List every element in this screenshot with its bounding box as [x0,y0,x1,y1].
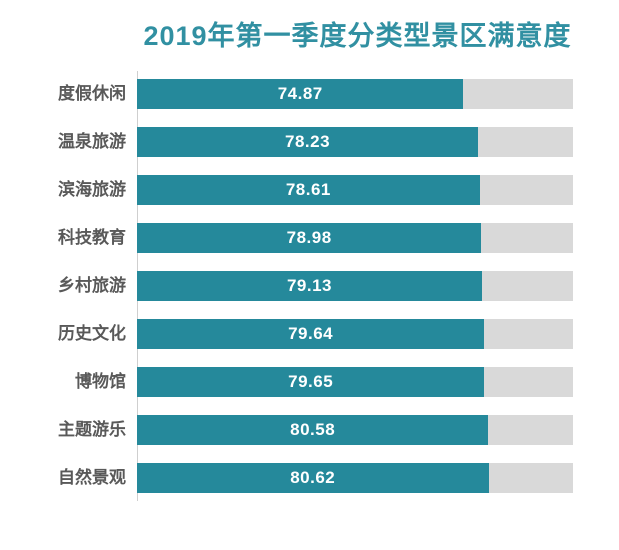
bar-track: 79.13 [137,271,573,301]
bar-rows-container: 度假休闲 74.87 温泉旅游 78.23 滨海旅游 78.61 科技教育 78.98 乡村旅游… [0,79,573,493]
bar-track: 80.58 [137,415,573,445]
bar-row: 滨海旅游 78.61 [0,175,573,205]
bar-fill: 80.58 [137,415,489,445]
bar-track: 78.61 [137,175,573,205]
bar-row: 历史文化 79.64 [0,319,573,349]
bar-track: 78.98 [137,223,573,253]
bar-track: 74.87 [137,79,573,109]
value-label: 79.65 [288,372,334,391]
bar-row: 主题游乐 80.58 [0,415,573,445]
bar-fill: 78.23 [137,127,479,157]
value-label: 80.58 [290,420,336,439]
value-label: 79.64 [288,324,334,343]
bar-row: 自然景观 80.62 [0,463,573,493]
category-label: 度假休闲 [58,84,126,103]
bar-row: 博物馆 79.65 [0,367,573,397]
category-label: 博物馆 [75,372,126,391]
bar-row: 温泉旅游 78.23 [0,127,573,157]
bar-row: 乡村旅游 79.13 [0,271,573,301]
category-label: 主题游乐 [58,420,126,439]
bar-track: 80.62 [137,463,573,493]
bar-chart-plot-area: 度假休闲 74.87 温泉旅游 78.23 滨海旅游 78.61 科技教育 78.98 乡村旅游… [0,71,619,501]
bar-fill: 79.65 [137,367,485,397]
value-label: 78.61 [285,180,331,199]
bar-fill: 79.13 [137,271,482,301]
bar-row: 度假休闲 74.87 [0,79,573,109]
bar-row: 科技教育 78.98 [0,223,573,253]
value-label: 78.23 [285,132,331,151]
chart-title: 2019年第一季度分类型景区满意度 [143,21,572,51]
value-label: 78.98 [286,228,332,247]
value-label: 74.87 [277,84,323,103]
value-label: 79.13 [286,276,333,295]
bar-fill: 80.62 [137,463,489,493]
bar-track: 78.23 [137,127,573,157]
category-label: 温泉旅游 [58,132,126,151]
bar-fill: 79.64 [137,319,485,349]
value-label: 80.62 [290,468,336,487]
category-label: 乡村旅游 [58,276,126,295]
chart-header: 2019年第一季度分类型景区满意度 [0,14,619,53]
bar-fill: 74.87 [137,79,464,109]
category-label: 自然景观 [58,468,126,487]
category-label: 滨海旅游 [58,180,126,199]
category-label: 历史文化 [58,324,126,343]
category-label: 科技教育 [58,228,126,247]
bar-fill: 78.98 [137,223,482,253]
bar-fill: 78.61 [137,175,480,205]
bar-track: 79.65 [137,367,573,397]
bar-track: 79.64 [137,319,573,349]
